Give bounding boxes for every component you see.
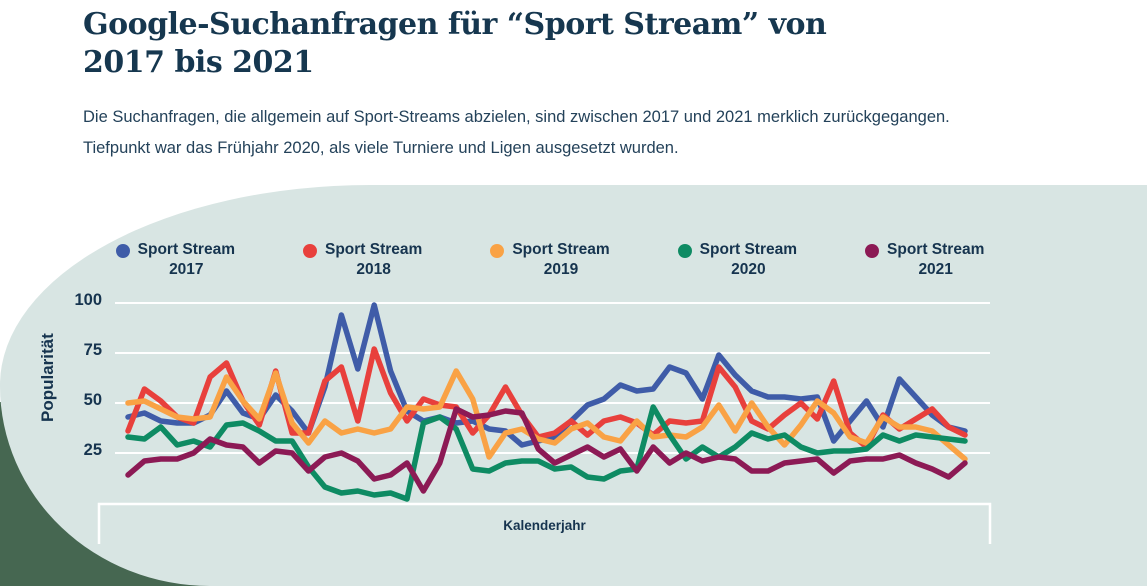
chart-panel-background bbox=[0, 185, 1147, 586]
page-title: Google-Suchanfragen für “Sport Stream” v… bbox=[83, 6, 1003, 82]
legend-label-2021: Sport Stream 2021 bbox=[887, 241, 985, 278]
y-axis-title: Popularität bbox=[38, 333, 57, 422]
chart-legend: Sport Stream 2017 Sport Stream 2018 Sport St… bbox=[70, 240, 1030, 280]
y-tick-100: 100 bbox=[74, 291, 102, 309]
y-tick-75: 75 bbox=[83, 341, 102, 359]
legend-label-2017: Sport Stream 2017 bbox=[137, 241, 235, 278]
x-axis-title: Kalenderjahr bbox=[503, 518, 586, 533]
legend-item-2017: Sport Stream 2017 bbox=[115, 240, 235, 280]
series-line-2019 bbox=[125, 368, 968, 462]
legend-item-2019: Sport Stream 2019 bbox=[490, 240, 610, 280]
legend-item-2020: Sport Stream 2020 bbox=[677, 240, 798, 280]
page-title-line2: 2017 bis 2021 bbox=[83, 45, 314, 80]
page-subtitle-line1: Die Suchanfragen, die allgemein auf Spor… bbox=[83, 108, 950, 126]
legend-label-2019: Sport Stream 2019 bbox=[512, 241, 610, 278]
series-line-2021 bbox=[125, 406, 968, 494]
legend-dot-2017 bbox=[115, 244, 130, 258]
legend-dot-2021 bbox=[865, 244, 880, 258]
legend-dot-2019 bbox=[490, 244, 505, 258]
legend-dot-2018 bbox=[302, 244, 317, 258]
page-subtitle-line2: Tiefpunkt war das Frühjahr 2020, als vie… bbox=[83, 139, 679, 157]
x-axis-line bbox=[97, 502, 992, 544]
legend-label-2018: Sport Stream 2018 bbox=[324, 241, 423, 278]
legend-dot-2020 bbox=[677, 244, 692, 258]
legend-item-2021: Sport Stream 2021 bbox=[865, 240, 984, 280]
y-tick-50: 50 bbox=[83, 391, 102, 409]
page-title-line1: Google-Suchanfragen für “Sport Stream” v… bbox=[83, 7, 827, 42]
series-line-2020 bbox=[125, 404, 968, 502]
page-subtitle: Die Suchanfragen, die allgemein auf Spor… bbox=[83, 102, 1083, 164]
legend-item-2018: Sport Stream 2018 bbox=[302, 240, 423, 280]
legend-label-2020: Sport Stream 2020 bbox=[699, 241, 798, 278]
y-tick-25: 25 bbox=[83, 441, 102, 459]
